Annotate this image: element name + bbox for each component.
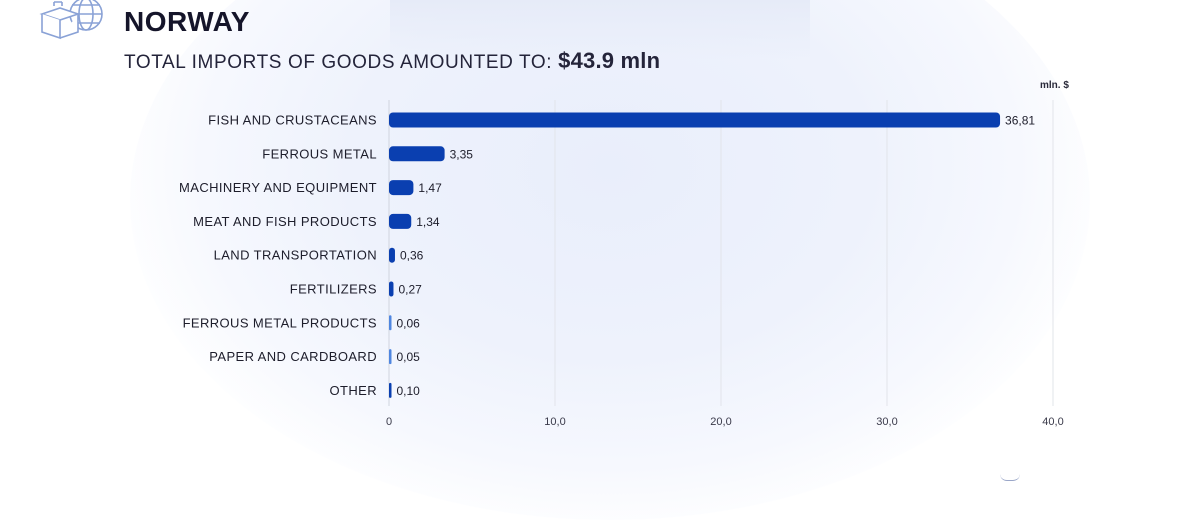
bar <box>389 112 1001 128</box>
bar <box>389 315 392 331</box>
value-label: 36,81 <box>1005 114 1035 128</box>
imports-bar-chart: 0 10,0 20,0 30,0 40,0 FISH AND CRUSTACEANS 36,… <box>179 100 1064 428</box>
subtitle-text: TOTAL IMPORTS OF GOODS AMOUNTED TO: <box>124 52 553 73</box>
imports-amount: $43.9 mln <box>558 48 661 73</box>
value-label: 1,47 <box>418 181 442 195</box>
country-title: NORWAY <box>124 6 250 37</box>
bar <box>389 180 414 196</box>
category-label: FISH AND CRUSTACEANS <box>208 113 377 128</box>
x-tick-label: 20,0 <box>710 416 731 428</box>
value-label: 0,10 <box>397 384 421 398</box>
value-label: 0,06 <box>397 316 421 330</box>
category-label: MEAT AND FISH PRODUCTS <box>193 214 377 229</box>
category-label: PAPER AND CARDBOARD <box>209 349 377 364</box>
bar <box>389 146 445 162</box>
bar <box>389 281 394 297</box>
imports-subtitle: TOTAL IMPORTS OF GOODS AMOUNTED TO: $43.9… <box>124 48 660 74</box>
bar <box>389 349 392 365</box>
background-band <box>390 0 810 60</box>
value-label: 3,35 <box>450 147 474 161</box>
unit-label: mln. $ <box>1040 80 1069 91</box>
value-label: 1,34 <box>416 215 440 229</box>
category-label: OTHER <box>330 383 378 398</box>
category-label: LAND TRANSPORTATION <box>214 248 377 263</box>
category-label: FERROUS METAL PRODUCTS <box>183 315 377 330</box>
x-tick-label: 0 <box>386 416 392 428</box>
value-label: 0,05 <box>397 350 421 364</box>
globe-box-icon <box>39 0 103 40</box>
value-label: 0,27 <box>398 283 422 297</box>
x-tick-label: 40,0 <box>1042 416 1063 428</box>
category-label: MACHINERY AND EQUIPMENT <box>179 180 377 195</box>
x-tick-label: 10,0 <box>544 416 565 428</box>
x-tick-label: 30,0 <box>876 416 897 428</box>
bar <box>389 213 412 229</box>
value-label: 0,36 <box>400 249 424 263</box>
background-glow <box>130 0 1090 520</box>
bar <box>389 247 395 263</box>
category-label: FERROUS METAL <box>262 146 377 161</box>
bar <box>389 382 392 398</box>
category-label: FERTILIZERS <box>290 282 377 297</box>
